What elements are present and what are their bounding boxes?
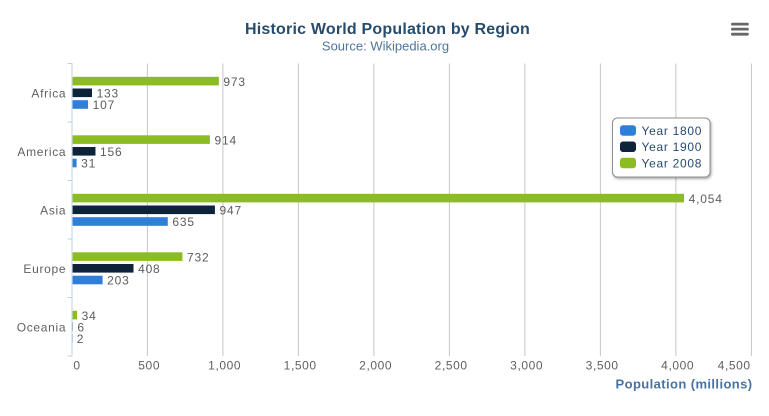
- svg-text:0: 0: [73, 358, 80, 372]
- svg-text:Oceania: Oceania: [17, 320, 67, 334]
- svg-text:408: 408: [138, 262, 160, 276]
- svg-text:133: 133: [97, 87, 119, 101]
- svg-text:2,500: 2,500: [435, 358, 468, 372]
- svg-text:Europe: Europe: [23, 262, 66, 276]
- svg-text:947: 947: [220, 204, 242, 218]
- svg-text:732: 732: [187, 250, 209, 264]
- svg-text:2: 2: [77, 332, 84, 346]
- svg-text:6: 6: [77, 321, 84, 335]
- svg-text:3,000: 3,000: [510, 358, 543, 372]
- svg-text:156: 156: [100, 145, 122, 159]
- svg-text:31: 31: [81, 157, 96, 171]
- svg-text:3,500: 3,500: [586, 358, 619, 372]
- svg-text:1,000: 1,000: [208, 358, 241, 372]
- svg-text:Year 1900: Year 1900: [642, 140, 703, 154]
- svg-text:1,500: 1,500: [284, 358, 317, 372]
- svg-text:Year 2008: Year 2008: [642, 156, 703, 170]
- svg-text:America: America: [17, 145, 66, 159]
- svg-text:914: 914: [215, 133, 237, 147]
- svg-text:973: 973: [223, 75, 245, 89]
- svg-text:34: 34: [82, 309, 97, 323]
- svg-text:Population (millions): Population (millions): [616, 376, 753, 391]
- svg-text:2,000: 2,000: [359, 358, 392, 372]
- svg-text:Africa: Africa: [31, 86, 66, 100]
- svg-text:107: 107: [93, 98, 115, 112]
- svg-text:Source: Wikipedia.org: Source: Wikipedia.org: [322, 39, 449, 54]
- svg-text:4,000: 4,000: [661, 358, 694, 372]
- svg-text:4,500: 4,500: [718, 358, 751, 372]
- svg-text:Year 1800: Year 1800: [642, 124, 703, 138]
- svg-text:Asia: Asia: [40, 203, 66, 217]
- svg-text:Historic World Population by R: Historic World Population by Region: [245, 21, 530, 38]
- svg-text:4,054: 4,054: [689, 192, 723, 206]
- svg-text:635: 635: [172, 215, 194, 229]
- svg-text:203: 203: [107, 274, 129, 288]
- svg-text:500: 500: [138, 358, 160, 372]
